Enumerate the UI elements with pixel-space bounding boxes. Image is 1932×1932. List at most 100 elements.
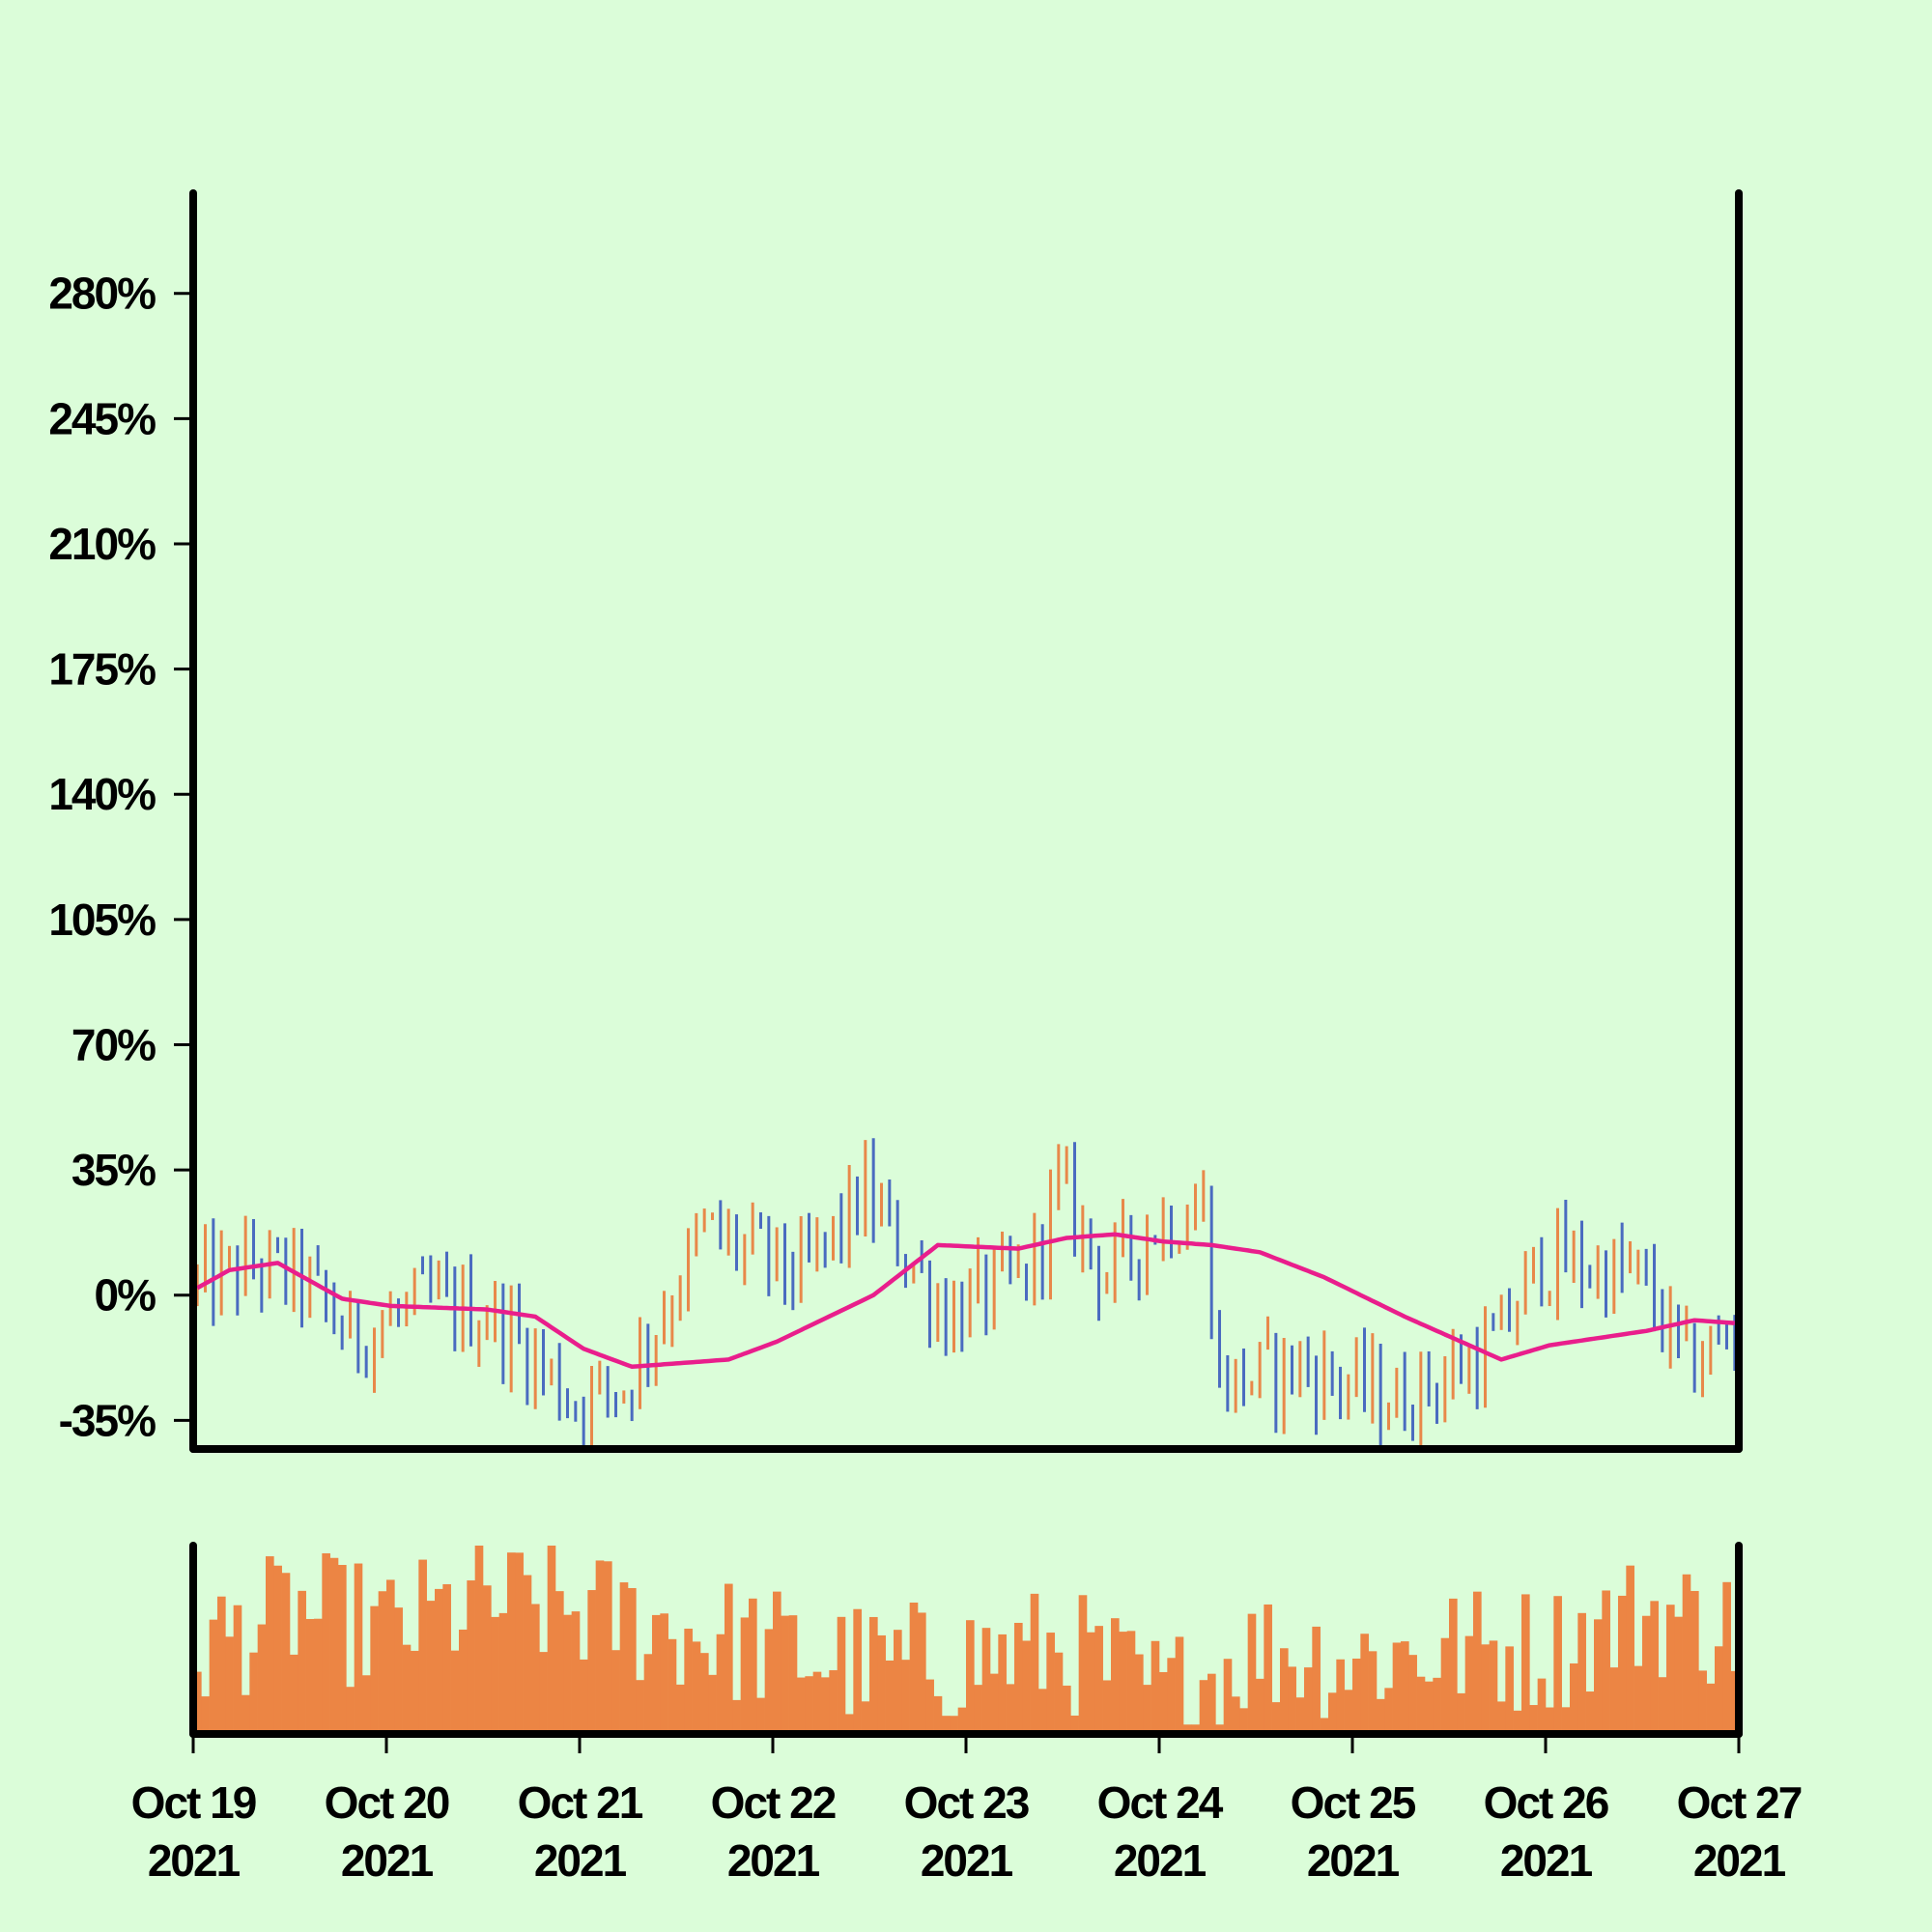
volume-bar xyxy=(1457,1692,1465,1734)
volume-bar xyxy=(1416,1676,1426,1734)
volume-bar xyxy=(1570,1662,1578,1734)
volume-bar xyxy=(1006,1684,1015,1734)
volume-bar xyxy=(1312,1626,1321,1734)
volume-bar xyxy=(386,1579,395,1734)
volume-bar xyxy=(426,1601,436,1734)
volume-bar xyxy=(1102,1680,1112,1734)
volume-bar xyxy=(1585,1691,1595,1734)
volume-bar xyxy=(290,1654,298,1734)
volume-bar xyxy=(1489,1640,1498,1734)
volume-bar xyxy=(894,1630,902,1734)
volume-bar xyxy=(442,1584,451,1734)
volume-bar xyxy=(942,1716,951,1734)
volume-bar xyxy=(1191,1724,1200,1734)
y-tick-label: 175% xyxy=(48,644,156,695)
volume-bar xyxy=(1183,1724,1192,1734)
volume-bar xyxy=(418,1559,427,1734)
volume-bar xyxy=(628,1587,637,1734)
volume-bar xyxy=(1377,1698,1385,1734)
volume-bar xyxy=(346,1687,355,1734)
volume-bar xyxy=(322,1553,330,1734)
volume-bar xyxy=(1159,1671,1168,1734)
volume-bar xyxy=(1577,1612,1586,1734)
volume-bar xyxy=(1328,1692,1337,1734)
volume-bar xyxy=(966,1620,975,1734)
volume-bar xyxy=(1199,1680,1208,1734)
volume-bar xyxy=(498,1612,508,1734)
volume-bar xyxy=(1271,1702,1281,1734)
y-tick-label: 105% xyxy=(48,895,156,945)
x-tick-label-year: 2021 xyxy=(341,1835,434,1886)
x-tick-label-year: 2021 xyxy=(1114,1835,1207,1886)
volume-bar xyxy=(1626,1565,1634,1734)
volume-bar xyxy=(933,1695,943,1734)
volume-bar xyxy=(1513,1710,1522,1734)
volume-bar xyxy=(1650,1601,1659,1734)
volume-bar xyxy=(402,1644,412,1734)
volume-bar xyxy=(1609,1667,1619,1734)
volume-bar xyxy=(1143,1685,1151,1734)
price-bars xyxy=(195,1138,1737,1445)
volume-bar xyxy=(1537,1678,1547,1734)
volume-bar xyxy=(225,1636,234,1734)
volume-bar xyxy=(1658,1677,1667,1734)
volume-bar xyxy=(1087,1632,1095,1734)
volume-bar xyxy=(1706,1683,1716,1734)
x-axis-ticks: Oct 19 2021 Oct 20 2021 Oct 21 2021 Oct 22 2021… xyxy=(131,1734,1804,1886)
volume-bar xyxy=(885,1660,895,1734)
volume-bar xyxy=(1505,1646,1514,1734)
volume-bar xyxy=(1288,1666,1296,1734)
volume-bar xyxy=(1715,1646,1723,1734)
x-tick-label-date: Oct 26 xyxy=(1484,1777,1608,1828)
volume-bar xyxy=(781,1615,789,1734)
volume-bar xyxy=(201,1696,210,1734)
volume-bar xyxy=(700,1653,709,1734)
volume-bar xyxy=(571,1611,581,1734)
y-tick-label: -35% xyxy=(59,1395,156,1445)
volume-bar xyxy=(1175,1636,1184,1734)
volume-bar xyxy=(837,1616,846,1734)
volume-bar xyxy=(1360,1634,1369,1734)
volume-bar xyxy=(869,1616,878,1734)
volume-bar xyxy=(515,1552,524,1734)
volume-bar xyxy=(1408,1655,1417,1734)
x-tick-label-date: Oct 21 xyxy=(518,1777,643,1828)
x-tick-label-year: 2021 xyxy=(148,1835,241,1886)
volume-bar xyxy=(257,1624,267,1734)
volume-bar xyxy=(459,1629,468,1734)
volume-bar xyxy=(450,1650,460,1734)
volume-bar xyxy=(1014,1622,1023,1734)
volume-bar xyxy=(611,1650,620,1734)
volume-bar xyxy=(298,1590,306,1734)
volume-bar xyxy=(1344,1690,1353,1734)
volume-bar xyxy=(1433,1677,1441,1734)
volume-bar xyxy=(587,1590,596,1734)
volume-bar xyxy=(974,1685,982,1734)
volume-bar xyxy=(812,1671,822,1734)
volume-bar xyxy=(1561,1707,1571,1734)
volume-bar xyxy=(1215,1724,1224,1734)
volume-bar xyxy=(1030,1593,1039,1734)
volume-bar xyxy=(1063,1685,1071,1734)
y-tick-label: 210% xyxy=(48,519,156,569)
volume-bar xyxy=(1070,1715,1079,1734)
volume-bar xyxy=(901,1660,910,1734)
volume-bar xyxy=(1304,1667,1313,1734)
volume-bar xyxy=(1111,1618,1120,1734)
volume-bar xyxy=(998,1634,1007,1734)
volume-bar xyxy=(829,1670,838,1734)
volume-bar xyxy=(861,1701,870,1734)
volume-bar xyxy=(957,1707,967,1734)
volume-bar xyxy=(877,1634,886,1734)
volume-bar xyxy=(853,1608,862,1734)
volume-bar xyxy=(435,1588,443,1734)
volume-bar xyxy=(925,1679,934,1734)
volume-bar xyxy=(1521,1594,1530,1734)
volume-bar xyxy=(716,1634,725,1734)
volume-bar xyxy=(636,1680,644,1734)
volume-bar xyxy=(740,1617,750,1734)
volume-bar xyxy=(547,1546,556,1734)
volume-bar xyxy=(1368,1651,1378,1734)
volume-bar xyxy=(1666,1605,1675,1734)
volume-bar xyxy=(821,1677,830,1734)
